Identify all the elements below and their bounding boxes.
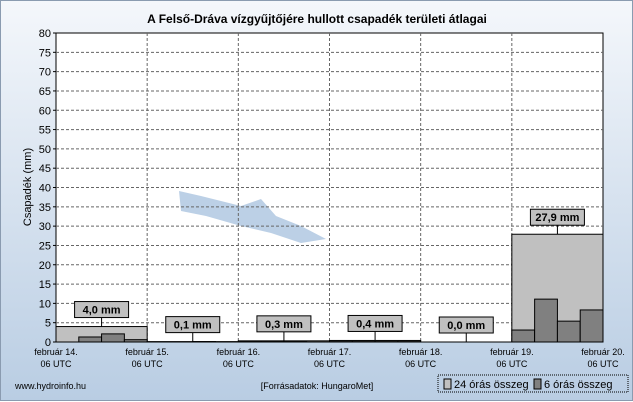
y-tick-label: 35 xyxy=(39,202,51,214)
bar-6h xyxy=(557,321,580,342)
y-tick-label: 55 xyxy=(39,125,51,137)
y-tick-label: 25 xyxy=(39,240,51,252)
bar-6h xyxy=(580,310,603,342)
x-tick-label: 06 UTC xyxy=(223,359,255,369)
y-tick-label: 20 xyxy=(39,260,51,272)
chart-title: A Felső-Dráva vízgyűjtőjére hullott csap… xyxy=(147,12,487,26)
source-website: www.hydroinfo.hu xyxy=(14,381,86,391)
y-tick-label: 5 xyxy=(45,318,51,330)
x-tick-label: február 19. xyxy=(490,347,534,357)
data-label: 27,9 mm xyxy=(535,212,579,224)
y-tick-label: 80 xyxy=(39,28,51,40)
y-tick-label: 45 xyxy=(39,163,51,175)
y-tick-label: 30 xyxy=(39,221,51,233)
y-tick-label: 10 xyxy=(39,298,51,310)
legend-swatch-24h xyxy=(444,379,451,389)
x-tick-label: február 16. xyxy=(217,347,261,357)
y-tick-label: 40 xyxy=(39,183,51,195)
bar-6h xyxy=(124,340,147,342)
y-tick-label: 15 xyxy=(39,279,51,291)
y-tick-label: 70 xyxy=(39,67,51,79)
y-tick-label: 75 xyxy=(39,47,51,59)
data-label: 4,0 mm xyxy=(83,305,121,317)
data-label: 0,0 mm xyxy=(447,320,485,332)
y-tick-label: 50 xyxy=(39,144,51,156)
x-tick-label: 06 UTC xyxy=(405,359,437,369)
x-tick-label: 06 UTC xyxy=(496,359,528,369)
x-tick-label: február 18. xyxy=(399,347,443,357)
x-tick-label: 06 UTC xyxy=(40,359,72,369)
x-tick-label: február 20. xyxy=(581,347,625,357)
data-label: 0,1 mm xyxy=(174,320,212,332)
x-tick-label: 06 UTC xyxy=(587,359,619,369)
legend-label-6h: 6 órás összeg xyxy=(544,379,612,391)
bar-6h xyxy=(512,330,535,342)
x-tick-label: február 14. xyxy=(34,347,78,357)
y-axis-label: Csapadék (mm) xyxy=(22,148,34,226)
y-tick-label: 60 xyxy=(39,105,51,117)
legend-label-24h: 24 órás összeg xyxy=(454,379,529,391)
bar-6h xyxy=(535,299,558,342)
x-tick-label: 06 UTC xyxy=(314,359,346,369)
x-tick-label: 06 UTC xyxy=(132,359,164,369)
x-tick-label: február 15. xyxy=(125,347,169,357)
bar-6h xyxy=(102,334,125,342)
x-tick-label: február 17. xyxy=(308,347,352,357)
data-source: [Forrásadatok: HungaroMet] xyxy=(261,381,374,391)
data-label: 0,4 mm xyxy=(356,318,394,330)
data-label: 0,3 mm xyxy=(265,319,303,331)
y-tick-label: 65 xyxy=(39,86,51,98)
bar-6h xyxy=(79,337,102,342)
legend-swatch-6h xyxy=(534,379,541,389)
